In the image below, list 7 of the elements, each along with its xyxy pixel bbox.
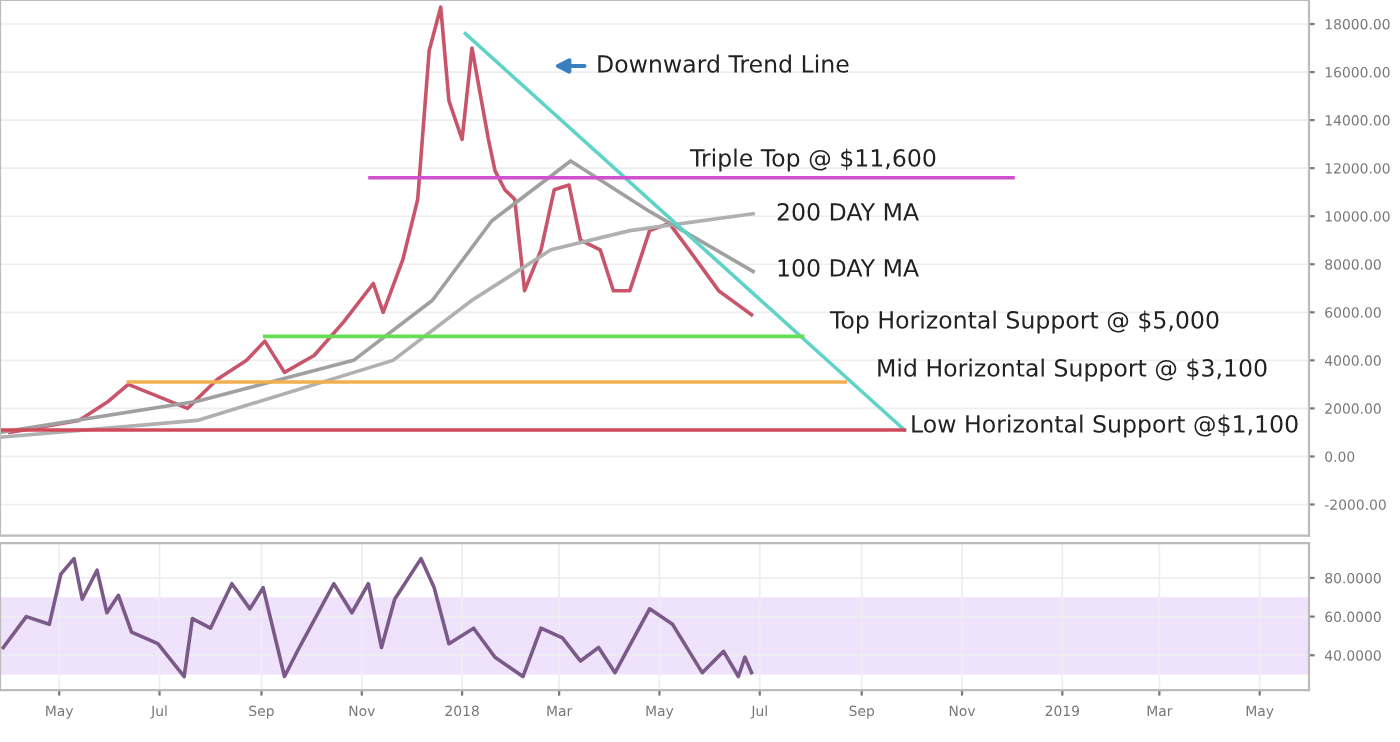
annotation: 200 DAY MA [777, 202, 919, 221]
annotation: Mid Horizontal Support @ $3,100 [878, 358, 1267, 382]
annotation: Downward Trend Line [598, 54, 849, 73]
annotation: Triple Top @ $11,600 [689, 148, 936, 172]
annotation: Top Horizontal Support @ $5,000 [829, 310, 1219, 334]
annotation: 100 DAY MA [778, 258, 919, 277]
annotation: Low Horizontal Support @$1,100 [912, 414, 1298, 438]
